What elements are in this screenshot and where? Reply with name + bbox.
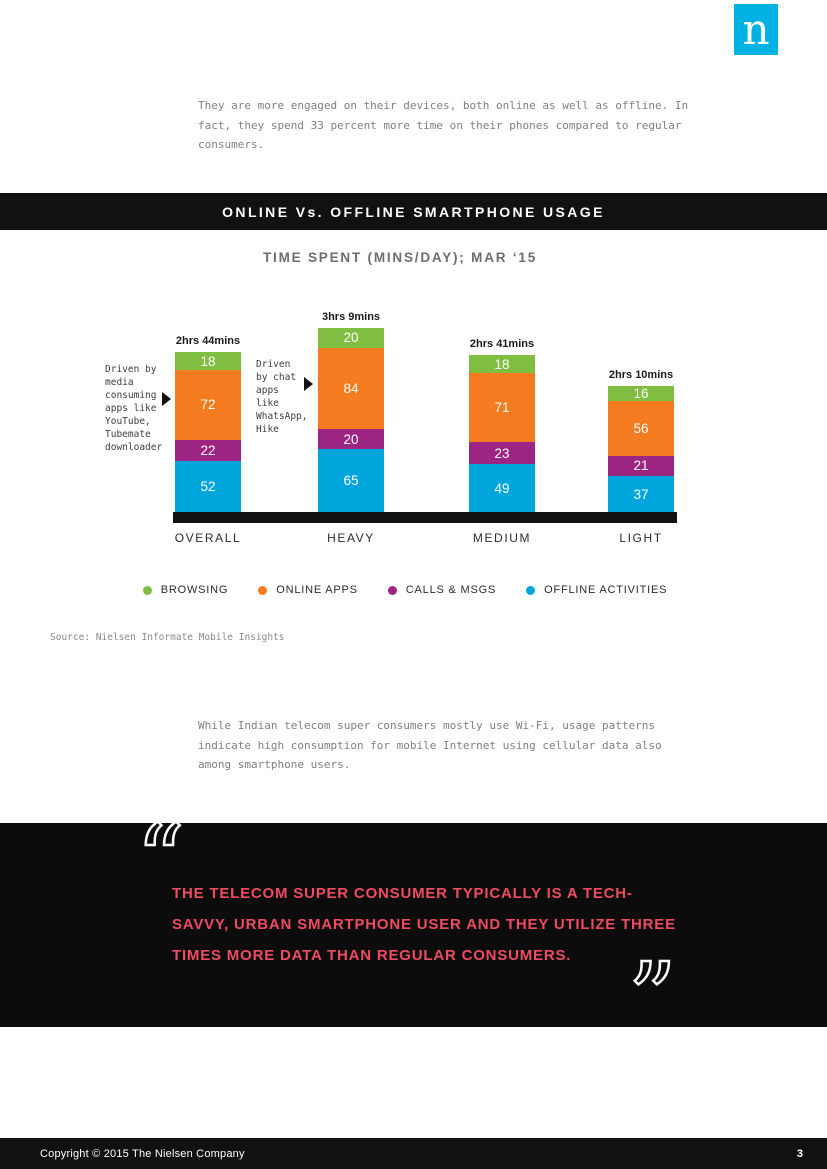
legend-dot-icon xyxy=(258,585,268,595)
legend-label: CALLS & MSGS xyxy=(405,584,497,596)
annotation-arrow-icon xyxy=(162,392,171,406)
bar-segment: 72 xyxy=(175,369,241,441)
nielsen-logo-letter: n xyxy=(742,5,770,54)
chart-section: TIME SPENT (MINS/DAY); MAR ‘15 Driven by… xyxy=(0,230,827,665)
bar-heavy: 3hrs 9mins 20 84 20 65 xyxy=(318,311,384,512)
legend-item: OFFLINE ACTIVITIES xyxy=(526,584,667,596)
legend-dot-icon xyxy=(142,585,152,595)
bar-total-label: 2hrs 44mins xyxy=(175,335,241,348)
bar-segment: 20 xyxy=(318,429,384,449)
category-labels: OVERALL HEAVY MEDIUM LIGHT xyxy=(173,531,677,551)
category-label: LIGHT xyxy=(619,531,663,545)
bar-chart-canvas: 2hrs 44mins 18 72 22 52 3hrs 9mins 20 84 20 65 2hr… xyxy=(173,311,677,512)
annotation-overall: Driven by media consuming apps like YouT… xyxy=(105,364,163,453)
bar-segment: 71 xyxy=(469,372,535,442)
category-label: MEDIUM xyxy=(472,531,532,545)
footer-bar: Copyright © 2015 The Nielsen Company 3 xyxy=(0,1138,827,1169)
category-label: OVERALL xyxy=(174,531,242,545)
bar-overall: 2hrs 44mins 18 72 22 52 xyxy=(175,335,241,512)
legend-label: ONLINE APPS xyxy=(276,584,358,596)
bar-segment: 20 xyxy=(318,328,384,348)
close-quote-icon: ” xyxy=(627,943,678,1053)
chart-title: TIME SPENT (MINS/DAY); MAR ‘15 xyxy=(262,250,538,265)
bar-segment: 18 xyxy=(469,355,535,373)
section-banner-title: ONLINE Vs. OFFLINE SMARTPHONE USAGE xyxy=(222,203,605,220)
bar-segment: 16 xyxy=(608,385,674,402)
bar-segment: 52 xyxy=(175,461,241,512)
x-axis xyxy=(173,512,677,523)
copyright-text: Copyright © 2015 The Nielsen Company xyxy=(40,1147,245,1160)
annotation-heavy: Driven by chat apps like WhatsApp, Hike xyxy=(256,359,308,435)
bar-segment: 18 xyxy=(175,352,241,370)
legend-label: BROWSING xyxy=(160,584,229,596)
category-label: HEAVY xyxy=(327,531,375,545)
nielsen-logo: n xyxy=(734,4,778,55)
bar-segment: 49 xyxy=(469,464,535,512)
open-quote-icon: “ xyxy=(135,805,186,915)
bar-segment: 65 xyxy=(318,448,384,512)
page-number: 3 xyxy=(796,1147,803,1160)
bar-segment: 22 xyxy=(175,440,241,462)
legend-dot-icon xyxy=(526,585,536,595)
quote-section: “ THE TELECOM SUPER CONSUMER TYPICALLY I… xyxy=(0,811,827,1047)
legend-dot-icon xyxy=(387,585,397,595)
legend: BROWSING ONLINE APPS CALLS & MSGS OFFLINE A… xyxy=(0,584,810,596)
bar-segment: 37 xyxy=(608,476,674,512)
intro-paragraph: They are more engaged on their devices, … xyxy=(198,99,689,151)
legend-item: CALLS & MSGS xyxy=(387,584,497,596)
bar-total-label: 2hrs 41mins xyxy=(469,338,535,351)
bar-segment: 21 xyxy=(608,455,674,476)
legend-item: BROWSING xyxy=(142,584,229,596)
body-paragraph: While Indian telecom super consumers mos… xyxy=(198,719,662,771)
bar-medium: 2hrs 41mins 18 71 23 49 xyxy=(469,338,535,512)
bar-total-label: 2hrs 10mins xyxy=(608,368,674,381)
bar-segment: 84 xyxy=(318,347,384,430)
bar-segment: 56 xyxy=(608,401,674,456)
section-banner: ONLINE Vs. OFFLINE SMARTPHONE USAGE xyxy=(0,193,827,230)
bar-light: 2hrs 10mins 16 56 21 37 xyxy=(608,369,674,512)
bar-total-label: 3hrs 9mins xyxy=(321,311,381,324)
legend-item: ONLINE APPS xyxy=(258,584,358,596)
quote-text: THE TELECOM SUPER CONSUMER TYPICALLY IS … xyxy=(172,885,676,964)
annotation-arrow-icon xyxy=(304,377,313,391)
bar-segment: 23 xyxy=(469,441,535,465)
legend-label: OFFLINE ACTIVITIES xyxy=(544,584,668,596)
source-note: Source: Nielsen Informate Mobile Insight… xyxy=(50,632,285,643)
